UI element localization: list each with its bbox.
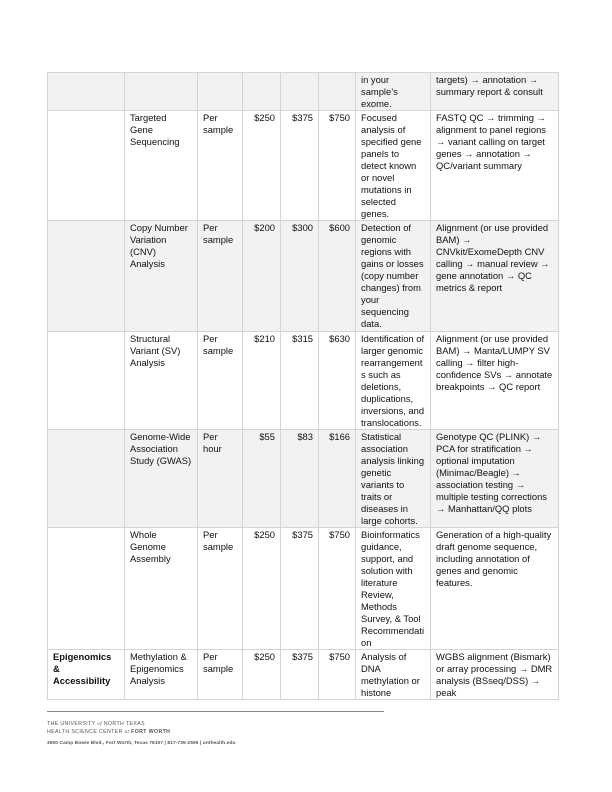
cell-price1 <box>242 72 281 111</box>
cell-workflow: FASTQ QC → trimming → alignment to panel… <box>430 110 559 221</box>
cell-category <box>47 429 125 528</box>
cell-price2: $83 <box>280 429 319 528</box>
cell-category <box>47 110 125 221</box>
cell-category: Epigenomics & Accessibility <box>47 649 125 700</box>
cell-unit <box>197 72 243 111</box>
pricing-table: in your sample’s exome. targets) → annota… <box>47 72 559 700</box>
cell-price2: $300 <box>280 220 319 332</box>
table-row: Epigenomics & Accessibility Methylation &… <box>47 649 559 700</box>
cell-description: Identification of larger genomic rearran… <box>355 331 431 430</box>
cell-workflow: Generation of a high-quality draft genom… <box>430 527 559 650</box>
cell-category <box>47 331 125 430</box>
cell-service: Structural Variant (SV) Analysis <box>124 331 198 430</box>
cell-workflow: Alignment (or use provided BAM) → Manta/… <box>430 331 559 430</box>
cell-unit: Per sample <box>197 110 243 221</box>
cell-service: Methylation & Epigenomics Analysis <box>124 649 198 700</box>
cell-unit: Per hour <box>197 429 243 528</box>
cell-price2: $375 <box>280 110 319 221</box>
cell-description: Detection of genomic regions with gains … <box>355 220 431 332</box>
cell-service: Copy Number Variation (CNV) Analysis <box>124 220 198 332</box>
cell-price3: $166 <box>318 429 356 528</box>
cell-category <box>47 527 125 650</box>
cell-workflow: WGBS alignment (Bismark) or array proces… <box>430 649 559 700</box>
cell-price1: $250 <box>242 649 281 700</box>
cell-workflow: targets) → annotation → summary report &… <box>430 72 559 111</box>
cell-unit: Per sample <box>197 649 243 700</box>
cell-price1: $210 <box>242 331 281 430</box>
table-row: Copy Number Variation (CNV) Analysis Per … <box>47 220 559 332</box>
cell-price1: $55 <box>242 429 281 528</box>
cell-description: Analysis of DNA methylation or histone <box>355 649 431 700</box>
cell-unit: Per sample <box>197 331 243 430</box>
cell-service: Genome-Wide Association Study (GWAS) <box>124 429 198 528</box>
cell-description: Bioinformatics guidance, support, and so… <box>355 527 431 650</box>
university-logo-text: THE UNIVERSITY of NORTH TEXAS HEALTH SCI… <box>47 721 171 735</box>
cell-service <box>124 72 198 111</box>
cell-service: Targeted Gene Sequencing <box>124 110 198 221</box>
cell-description: Focused analysis of specified gene panel… <box>355 110 431 221</box>
cell-description: in your sample’s exome. <box>355 72 431 111</box>
cell-price3: $750 <box>318 110 356 221</box>
table-row: in your sample’s exome. targets) → annota… <box>47 72 559 111</box>
footer-address: 3500 Camp Bowie Blvd., Fort Worth, Texas… <box>47 741 236 746</box>
cell-price2: $375 <box>280 649 319 700</box>
cell-price3 <box>318 72 356 111</box>
cell-category <box>47 72 125 111</box>
cell-price2: $315 <box>280 331 319 430</box>
table-row: Targeted Gene Sequencing Per sample $250 $3… <box>47 110 559 221</box>
cell-description: Statistical association analysis linking… <box>355 429 431 528</box>
cell-price3: $630 <box>318 331 356 430</box>
cell-workflow: Alignment (or use provided BAM) → CNVkit… <box>430 220 559 332</box>
footer-divider <box>47 711 384 712</box>
cell-category <box>47 220 125 332</box>
cell-unit: Per sample <box>197 220 243 332</box>
cell-price1: $200 <box>242 220 281 332</box>
cell-service: Whole Genome Assembly <box>124 527 198 650</box>
table-row: Genome-Wide Association Study (GWAS) Per … <box>47 429 559 528</box>
cell-workflow: Genotype QC (PLINK) → PCA for stratifica… <box>430 429 559 528</box>
table-row: Structural Variant (SV) Analysis Per samp… <box>47 331 559 430</box>
cell-price2: $375 <box>280 527 319 650</box>
cell-price3: $750 <box>318 649 356 700</box>
table-row: Whole Genome Assembly Per sample $250 $375 $… <box>47 527 559 650</box>
cell-price3: $600 <box>318 220 356 332</box>
cell-price3: $750 <box>318 527 356 650</box>
cell-price1: $250 <box>242 110 281 221</box>
cell-price1: $250 <box>242 527 281 650</box>
cell-price2 <box>280 72 319 111</box>
cell-unit: Per sample <box>197 527 243 650</box>
